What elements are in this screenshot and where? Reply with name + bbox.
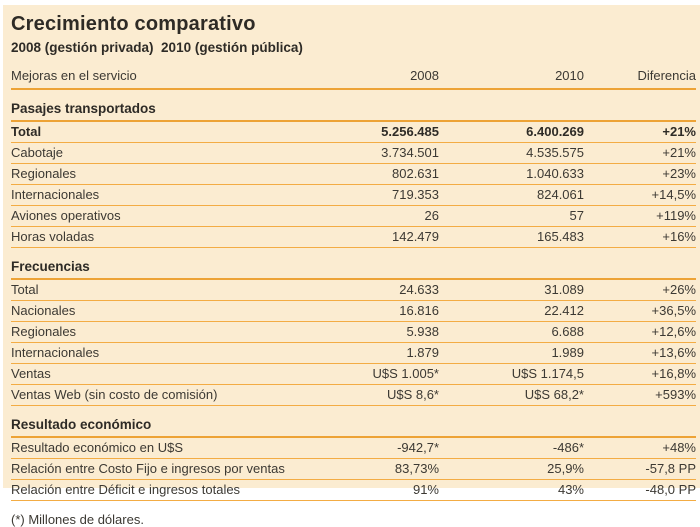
row-label: Internacionales <box>11 343 289 363</box>
cell-2010: 4.535.575 <box>439 143 584 163</box>
cell-diferencia: +593% <box>584 385 696 405</box>
cell-2010: 31.089 <box>439 280 584 300</box>
row-label: Ventas Web (sin costo de comisión) <box>11 385 289 405</box>
row-label: Relación entre Costo Fijo e ingresos por… <box>11 459 289 479</box>
cell-2010: 1.040.633 <box>439 164 584 184</box>
cell-2008: 5.938 <box>289 322 439 342</box>
column-header-diferencia: Diferencia <box>584 68 696 83</box>
footnote: (*) Millones de dólares. <box>11 512 696 527</box>
cell-2010: U$S 68,2* <box>439 385 584 405</box>
table-row: Relación entre Déficit e ingresos totale… <box>11 480 696 501</box>
row-label: Cabotaje <box>11 143 289 163</box>
row-label: Regionales <box>11 322 289 342</box>
cell-diferencia: -57,8 PP <box>584 459 696 479</box>
section-title: Pasajes transportados <box>11 99 696 122</box>
cell-diferencia: +36,5% <box>584 301 696 321</box>
column-header-2010: 2010 <box>439 68 584 83</box>
row-label: Resultado económico en U$S <box>11 438 289 458</box>
row-label: Nacionales <box>11 301 289 321</box>
cell-2008: 91% <box>289 480 439 500</box>
row-label: Total <box>11 122 289 142</box>
cell-diferencia: +48% <box>584 438 696 458</box>
cell-2008: 719.353 <box>289 185 439 205</box>
page-title: Crecimiento comparativo <box>11 13 696 36</box>
cell-2008: 802.631 <box>289 164 439 184</box>
cell-2008: 26 <box>289 206 439 226</box>
cell-diferencia: +13,6% <box>584 343 696 363</box>
cell-2008: 3.734.501 <box>289 143 439 163</box>
cell-2008: 24.633 <box>289 280 439 300</box>
cell-2008: 142.479 <box>289 227 439 247</box>
cell-2008: 16.816 <box>289 301 439 321</box>
row-label: Aviones operativos <box>11 206 289 226</box>
cell-2010: -486* <box>439 438 584 458</box>
cell-diferencia: +21% <box>584 122 696 142</box>
row-label: Relación entre Déficit e ingresos totale… <box>11 480 289 500</box>
cell-diferencia: +26% <box>584 280 696 300</box>
cell-2010: 22.412 <box>439 301 584 321</box>
section-title: Frecuencias <box>11 257 696 280</box>
cell-2008: 5.256.485 <box>289 122 439 142</box>
row-label: Ventas <box>11 364 289 384</box>
cell-diferencia: -48,0 PP <box>584 480 696 500</box>
cell-2008: U$S 1.005* <box>289 364 439 384</box>
cell-2010: 165.483 <box>439 227 584 247</box>
cell-diferencia: +16% <box>584 227 696 247</box>
cell-diferencia: +23% <box>584 164 696 184</box>
cell-2010: 1.989 <box>439 343 584 363</box>
infographic-panel: Crecimiento comparativo 2008 (gestión pr… <box>3 5 700 488</box>
cell-2010: 25,9% <box>439 459 584 479</box>
cell-2010: U$S 1.174,5 <box>439 364 584 384</box>
row-label: Horas voladas <box>11 227 289 247</box>
cell-diferencia: +12,6% <box>584 322 696 342</box>
row-label: Internacionales <box>11 185 289 205</box>
cell-diferencia: +119% <box>584 206 696 226</box>
cell-2008: -942,7* <box>289 438 439 458</box>
cell-2010: 6.688 <box>439 322 584 342</box>
section-title: Resultado económico <box>11 415 696 438</box>
cell-2008: 83,73% <box>289 459 439 479</box>
cell-diferencia: +14,5% <box>584 185 696 205</box>
cell-2010: 57 <box>439 206 584 226</box>
row-label: Total <box>11 280 289 300</box>
page-subtitle: 2008 (gestión privada) 2010 (gestión púb… <box>11 40 696 55</box>
cell-2010: 6.400.269 <box>439 122 584 142</box>
cell-2008: 1.879 <box>289 343 439 363</box>
cell-diferencia: +21% <box>584 143 696 163</box>
column-header-mejoras: Mejoras en el servicio <box>11 68 289 83</box>
cell-diferencia: +16,8% <box>584 364 696 384</box>
column-header-2008: 2008 <box>289 68 439 83</box>
cell-2010: 824.061 <box>439 185 584 205</box>
cell-2008: U$S 8,6* <box>289 385 439 405</box>
row-label: Regionales <box>11 164 289 184</box>
table-row: Resultado económico en U$S-942,7*-486*+4… <box>11 438 696 459</box>
table-row: Relación entre Costo Fijo e ingresos por… <box>11 459 696 480</box>
table-row: Ventas Web (sin costo de comisión)U$S 8,… <box>11 385 696 406</box>
table-header-row: Mejoras en el servicio 2008 2010 Diferen… <box>11 68 696 90</box>
cell-2010: 43% <box>439 480 584 500</box>
